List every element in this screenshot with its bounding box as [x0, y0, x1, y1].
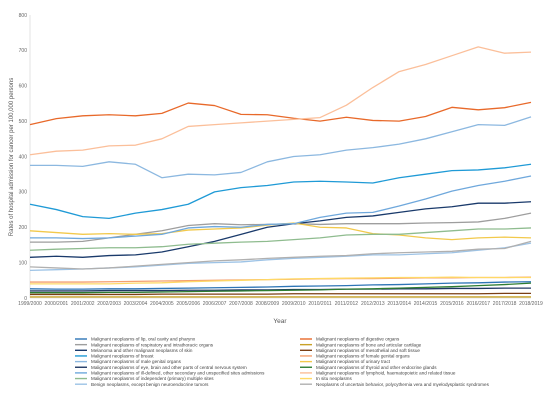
- legend-item-12: Malignant neoplasms of thyroid and other…: [300, 365, 437, 370]
- x-tick-label: 2000/2001: [45, 301, 69, 307]
- legend-label: Malignant neoplasms of digestive organs: [316, 337, 400, 342]
- x-tick-label: 2010/2011: [308, 301, 331, 307]
- series-line-9: [30, 116, 532, 179]
- legend-item-9: Malignant neoplasms of male genital orga…: [75, 359, 182, 364]
- legend-item-18: Neoplasms of uncertain behavior, polycyt…: [300, 382, 490, 387]
- x-tick-label: 2001/2002: [71, 301, 95, 307]
- x-axis-label: Year: [273, 318, 287, 325]
- y-tick-label: 500: [19, 119, 28, 125]
- series-line-6: [30, 292, 531, 296]
- series-line-18: [29, 240, 532, 270]
- legend-label: Malignant neoplasms of thyroid and other…: [316, 365, 437, 370]
- series-line-5: [29, 201, 532, 258]
- x-tick-label: 2007/2008: [229, 301, 253, 307]
- x-tick-label: 2002/2003: [97, 301, 121, 307]
- y-axis-label: Rates of hospital admission for cancer p…: [9, 78, 15, 236]
- legend-label: Malignant neoplasms of eye, brain and ot…: [91, 365, 247, 370]
- legend-item-14: Malignant neoplasms of lymphoid, haemato…: [300, 371, 456, 376]
- y-tick-label: 700: [19, 48, 28, 54]
- legend-label: Malignant neoplasms of ill-defined, othe…: [91, 371, 265, 376]
- series-line-15: [29, 227, 532, 251]
- x-tick-label: 2008/2009: [255, 301, 279, 307]
- legend-item-10: Malignant neoplasms of urinary tract: [300, 359, 391, 364]
- legend-label: Malignant neoplasms of breast: [91, 354, 154, 359]
- x-tick-label: 2011/2012: [335, 301, 358, 307]
- legend-item-1: Malignant neoplasms of lip, oral cavity …: [75, 337, 196, 342]
- series-line-13: [30, 175, 532, 240]
- x-tick-label: 2004/2005: [150, 301, 174, 307]
- x-tick-label: 2014/2015: [414, 301, 438, 307]
- x-tick-label: 2006/2007: [203, 301, 227, 307]
- legend-item-11: Malignant neoplasms of eye, brain and ot…: [75, 365, 247, 370]
- legend-item-4: Malignant neoplasms of bone and articula…: [300, 342, 422, 347]
- legend-label: Malignant neoplasms of urinary tract: [316, 359, 391, 364]
- y-tick-label: 400: [19, 154, 28, 160]
- y-tick-label: 100: [19, 260, 28, 266]
- series-line-12: [30, 282, 532, 294]
- y-tick-label: 300: [19, 190, 28, 196]
- series-line-14: [29, 46, 532, 156]
- x-tick-label: 2017/2018: [493, 301, 517, 307]
- legend-label: Malignant neoplasms of female genital or…: [316, 354, 410, 359]
- legend-item-8: Malignant neoplasms of female genital or…: [300, 354, 410, 359]
- x-tick-label: 2016/2017: [466, 301, 490, 307]
- legend-label: Malignant neoplasms of mesothelial and s…: [316, 348, 420, 353]
- legend-label: Malignant neoplasms of lymphoid, haemato…: [316, 371, 456, 376]
- legend-item-17: Benign neoplasms, except benign neuroend…: [75, 382, 209, 387]
- legend-label: Malignant neoplasms of lip, oral cavity …: [91, 337, 196, 342]
- legend-label: In situ neoplasms: [316, 376, 352, 381]
- legend-label: Malignant neoplasms of respiratory and i…: [91, 342, 214, 347]
- legend-item-16: In situ neoplasms: [300, 376, 352, 381]
- legend-label: Malignant neoplasms of bone and articula…: [316, 342, 422, 347]
- series-line-2: [29, 101, 532, 126]
- x-tick-label: 2012/2013: [361, 301, 385, 307]
- y-tick-label: 800: [19, 13, 28, 19]
- y-tick-label: 600: [19, 84, 28, 90]
- y-tick-label: 200: [19, 225, 28, 231]
- legend-item-2: Malignant neoplasms of digestive organs: [300, 337, 400, 342]
- x-tick-label: 2015/2016: [440, 301, 464, 307]
- legend-item-3: Malignant neoplasms of respiratory and i…: [75, 342, 214, 347]
- series-line-11: [30, 287, 531, 292]
- x-tick-label: 2003/2004: [124, 301, 148, 307]
- legend-item-15: Malignant neoplasms of independent (prim…: [75, 376, 214, 381]
- legend-label: Malignant neoplasms of male genital orga…: [91, 359, 182, 364]
- legend-item-6: Malignant neoplasms of mesothelial and s…: [300, 348, 420, 353]
- legend-item-5: Melanoma and other malignant neoplasms o…: [75, 348, 193, 353]
- legend-label: Melanoma and other malignant neoplasms o…: [91, 348, 193, 353]
- x-tick-label: 2005/2006: [176, 301, 200, 307]
- x-tick-label: 2013/2014: [387, 301, 411, 307]
- series-line-7: [29, 163, 532, 220]
- y-tick-label: 0: [24, 296, 27, 302]
- legend-label: Neoplasms of uncertain behavior, polycyt…: [316, 382, 490, 387]
- legend-item-7: Malignant neoplasms of breast: [75, 354, 154, 359]
- legend-item-13: Malignant neoplasms of ill-defined, othe…: [75, 371, 265, 376]
- series-line-1: [29, 281, 532, 290]
- legend-label: Benign neoplasms, except benign neuroend…: [91, 382, 209, 387]
- x-tick-label: 1999/2000: [18, 301, 42, 307]
- x-tick-label: 2009/2010: [282, 301, 306, 307]
- legend-label: Malignant neoplasms of independent (prim…: [91, 376, 214, 381]
- x-tick-label: 2018/2019: [519, 301, 543, 307]
- series-line-16: [30, 276, 531, 285]
